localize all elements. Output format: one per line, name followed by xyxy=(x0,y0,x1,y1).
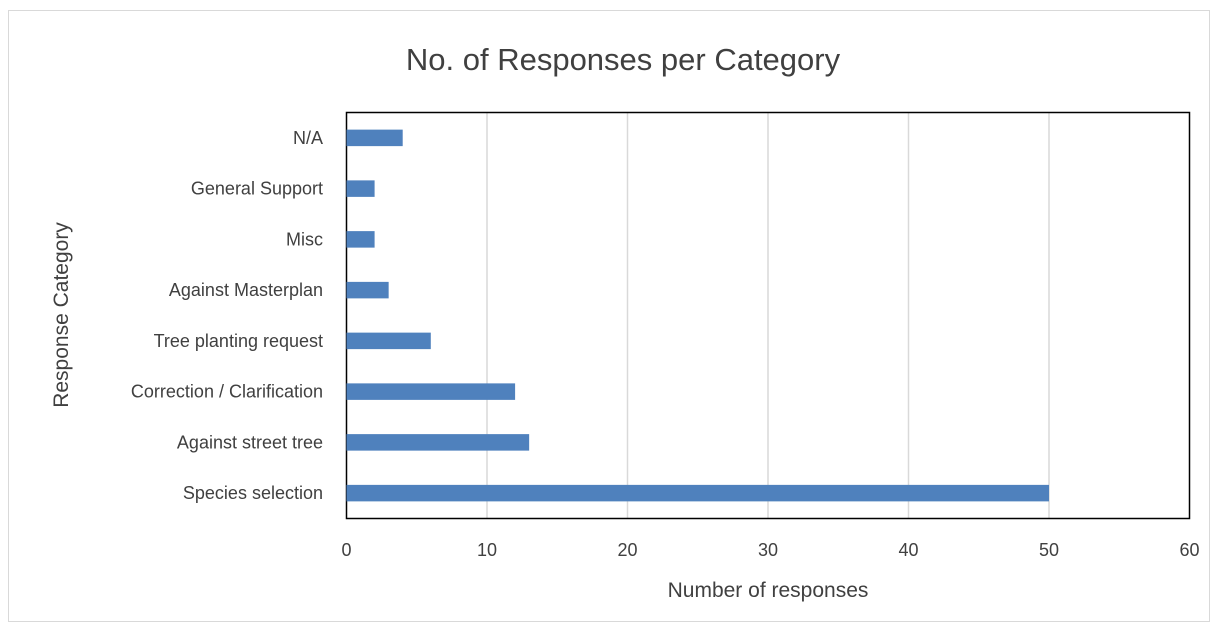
category-label: Against street tree xyxy=(177,432,323,452)
bar xyxy=(346,484,1049,502)
y-axis-title: Response Category xyxy=(50,222,73,408)
x-tick-label: 40 xyxy=(898,540,918,560)
gridlines xyxy=(486,112,1050,519)
bar xyxy=(346,180,375,197)
x-axis-title: Number of responses xyxy=(668,579,869,602)
category-label: General Support xyxy=(191,179,323,199)
bar-series xyxy=(346,129,1049,502)
category-label: Tree planting request xyxy=(154,331,323,351)
bar xyxy=(346,383,516,400)
x-tick-label: 30 xyxy=(758,540,778,560)
category-label: Misc xyxy=(286,229,323,249)
x-tick-label: 10 xyxy=(477,540,497,560)
bar xyxy=(346,332,431,350)
plot-area-border xyxy=(345,111,1191,520)
bar xyxy=(346,129,403,147)
category-label: Against Masterplan xyxy=(169,280,323,300)
x-tick-label: 60 xyxy=(1179,540,1199,560)
x-tick-label: 0 xyxy=(341,540,351,560)
chart-title: No. of Responses per Category xyxy=(406,42,841,77)
x-tick-labels: 0 10 20 30 40 50 60 xyxy=(341,540,1199,560)
category-label: Correction / Clarification xyxy=(131,382,323,402)
bar xyxy=(346,434,530,451)
x-tick-label: 20 xyxy=(617,540,637,560)
bar xyxy=(346,231,375,248)
x-tick-label: 50 xyxy=(1039,540,1059,560)
bar xyxy=(346,281,389,299)
category-label: N/A xyxy=(293,128,323,148)
category-labels: N/A General Support Misc Against Masterplan… xyxy=(131,128,323,503)
category-label: Species selection xyxy=(183,483,323,503)
